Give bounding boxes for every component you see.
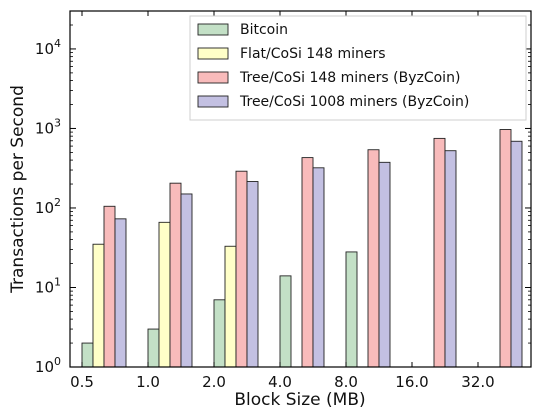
y-tick-label-1: 101: [35, 275, 61, 296]
legend-label-1: Flat/CoSi 148 miners: [240, 46, 386, 62]
bar-series-0-4.0: [279, 275, 292, 368]
y-tick-label-2: 102: [35, 196, 61, 217]
y-tick-label-4: 104: [35, 37, 61, 58]
legend-label-2: Tree/CoSi 148 miners (ByzCoin): [239, 70, 460, 86]
bar-series-2-16.0: [433, 137, 446, 368]
x-tick-label-1.0: 1.0: [136, 373, 160, 391]
bar-series-2-0.5: [103, 205, 116, 368]
y-axis-label: Transactions per Second: [8, 85, 28, 294]
legend: Bitcoin Flat/CoSi 148 miners Tree/CoSi 148…: [189, 15, 527, 121]
bar-series-2-2.0: [235, 170, 248, 368]
bar-series-0-0.5: [81, 342, 94, 368]
bar-series-3-8.0: [378, 161, 391, 368]
bar-series-2-1.0: [169, 182, 182, 368]
legend-frame: [189, 15, 527, 121]
bar-series-0-1.0: [147, 328, 160, 368]
x-tick-label-4.0: 4.0: [268, 373, 292, 391]
legend-swatch-1: [197, 47, 229, 60]
bar-series-3-16.0: [444, 150, 457, 368]
x-tick-label-2.0: 2.0: [202, 373, 226, 391]
y-tick-label-0: 100: [35, 355, 61, 376]
legend-label-3: Tree/CoSi 1008 miners (ByzCoin): [239, 94, 469, 110]
legend-label-0: Bitcoin: [240, 22, 288, 38]
legend-swatch-0: [197, 23, 229, 36]
legend-swatch-3: [197, 95, 229, 108]
x-tick-label-32.0: 32.0: [461, 373, 494, 391]
bar-series-3-4.0: [312, 167, 325, 368]
bar-series-0-2.0: [213, 299, 226, 368]
legend-swatch-2: [197, 71, 229, 84]
bar-series-3-32.0: [510, 140, 523, 368]
x-tick-label-0.5: 0.5: [70, 373, 94, 391]
bar-series-2-4.0: [301, 157, 314, 368]
plot-frame: [69, 10, 532, 368]
bar-series-3-0.5: [114, 218, 127, 368]
bar-series-1-0.5: [92, 243, 105, 368]
y-tick-label-3: 103: [35, 116, 61, 137]
x-tick-label-16.0: 16.0: [395, 373, 428, 391]
bar-series-3-2.0: [246, 181, 259, 368]
bar-series-2-8.0: [367, 149, 380, 368]
bar-series-2-32.0: [499, 129, 512, 368]
bar-series-3-1.0: [180, 193, 193, 368]
bar-series-1-1.0: [158, 221, 171, 368]
bar-series-1-2.0: [224, 245, 237, 368]
bars-layer: [81, 129, 523, 368]
bar-series-0-8.0: [345, 251, 358, 368]
x-tick-label-8.0: 8.0: [334, 373, 358, 391]
ticks-layer: 0.5 1.0 2.0 4.0 8.0 16.0 32.0 100 101 102 103 104: [35, 10, 531, 391]
x-axis-label: Block Size (MB): [234, 390, 365, 410]
